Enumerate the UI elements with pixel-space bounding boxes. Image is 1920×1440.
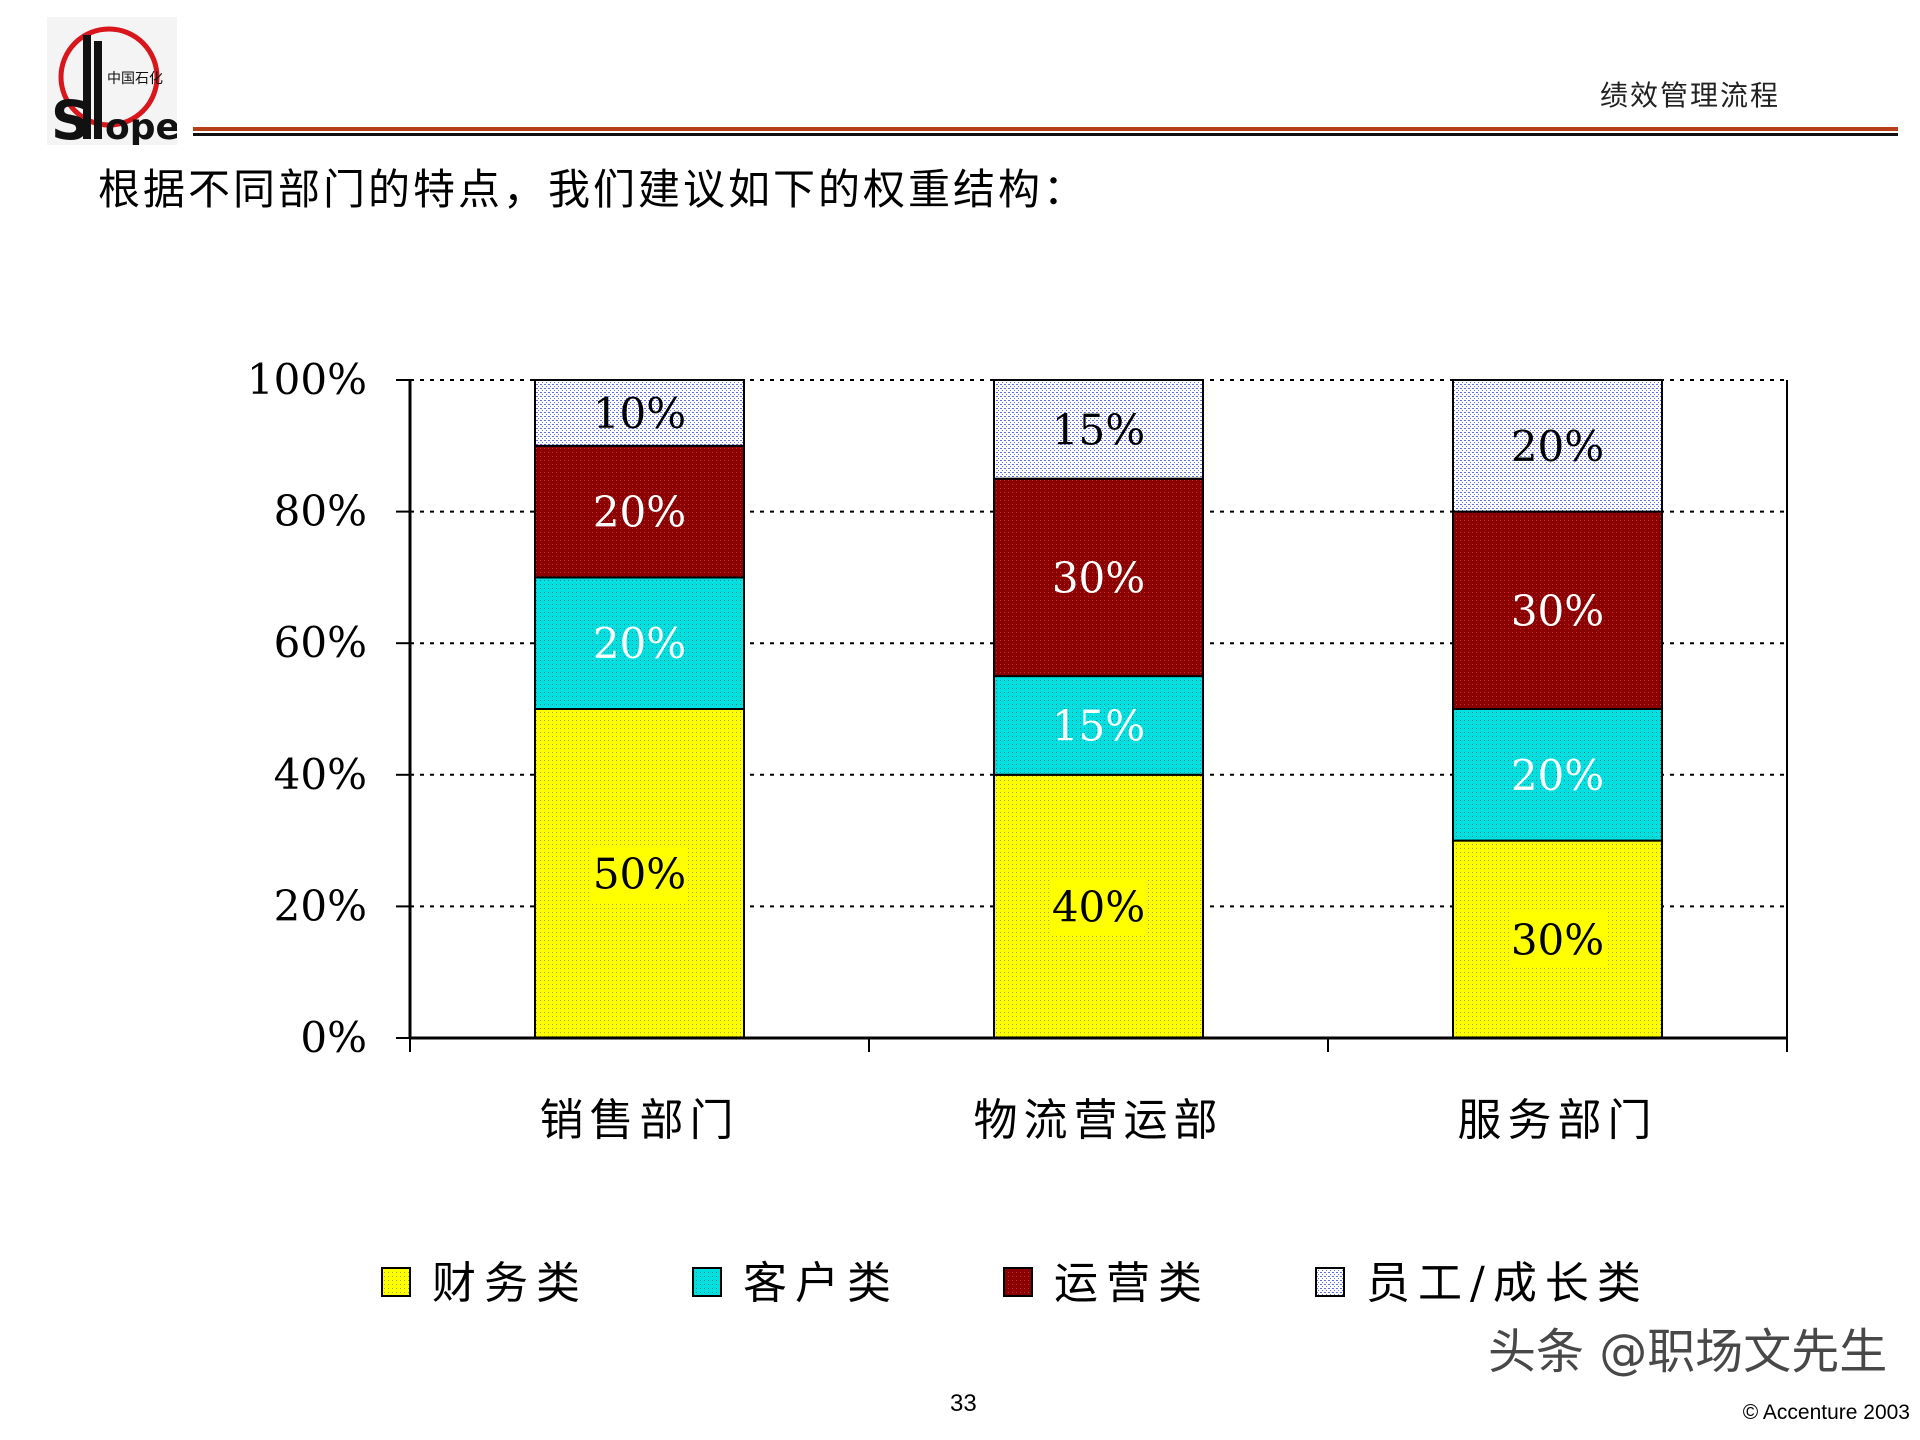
bar-segment bbox=[1452, 510, 1663, 710]
data-label: 15% bbox=[1052, 405, 1145, 454]
legend-swatch bbox=[381, 1267, 411, 1297]
data-label: 50% bbox=[593, 850, 686, 899]
data-label: 20% bbox=[593, 488, 686, 537]
y-tick-label: 60% bbox=[274, 618, 367, 667]
y-tick-label: 20% bbox=[274, 881, 367, 930]
data-label: 20% bbox=[1511, 422, 1604, 471]
bar-segment bbox=[993, 477, 1204, 678]
legend-swatch bbox=[1003, 1267, 1033, 1297]
category-label: 销售部门 bbox=[540, 1095, 740, 1146]
bar-segment bbox=[534, 444, 745, 579]
header-rule-dark bbox=[193, 133, 1898, 136]
header-title: 绩效管理流程 bbox=[1600, 79, 1781, 112]
copyright: © Accenture 2003 bbox=[1742, 1401, 1910, 1424]
bar-segment bbox=[1452, 379, 1663, 513]
data-label-background bbox=[1509, 911, 1606, 968]
svg-text:opec: opec bbox=[105, 107, 177, 145]
data-label: 15% bbox=[1052, 701, 1145, 750]
sinopec-logo: S opec 中国石化 bbox=[47, 17, 177, 145]
bar-segment bbox=[993, 675, 1204, 776]
data-label: 20% bbox=[593, 619, 686, 668]
data-label: 40% bbox=[1052, 882, 1145, 931]
category-label: 服务部门 bbox=[1458, 1095, 1658, 1146]
data-label: 10% bbox=[593, 389, 686, 438]
bar-segment bbox=[534, 379, 745, 447]
header-rule bbox=[193, 127, 1898, 131]
legend-label: 财务类 bbox=[432, 1258, 588, 1309]
legend-label: 客户类 bbox=[743, 1258, 899, 1309]
y-tick-label: 80% bbox=[274, 487, 367, 536]
y-tick-label: 40% bbox=[274, 750, 367, 799]
y-tick-label: 100% bbox=[247, 355, 367, 404]
watermark: 头条 @职场文先生 bbox=[1488, 1324, 1888, 1380]
legend-label: 运营类 bbox=[1054, 1258, 1210, 1309]
y-tick-label: 0% bbox=[300, 1013, 367, 1062]
page-number: 33 bbox=[950, 1390, 977, 1417]
legend-swatch bbox=[692, 1267, 722, 1297]
data-label: 30% bbox=[1052, 553, 1145, 602]
bar-segment bbox=[993, 379, 1204, 480]
data-label: 20% bbox=[1511, 751, 1604, 800]
data-label: 30% bbox=[1511, 915, 1604, 964]
category-label: 物流营运部 bbox=[974, 1095, 1224, 1146]
data-label: 30% bbox=[1511, 586, 1604, 635]
page-heading: 根据不同部门的特点，我们建议如下的权重结构： bbox=[98, 165, 1089, 214]
data-label-background bbox=[591, 845, 688, 902]
svg-text:中国石化: 中国石化 bbox=[107, 71, 163, 87]
data-label-background bbox=[1050, 878, 1147, 935]
legend-label: 员工/成长类 bbox=[1366, 1258, 1649, 1309]
legend-swatch bbox=[1315, 1267, 1345, 1297]
